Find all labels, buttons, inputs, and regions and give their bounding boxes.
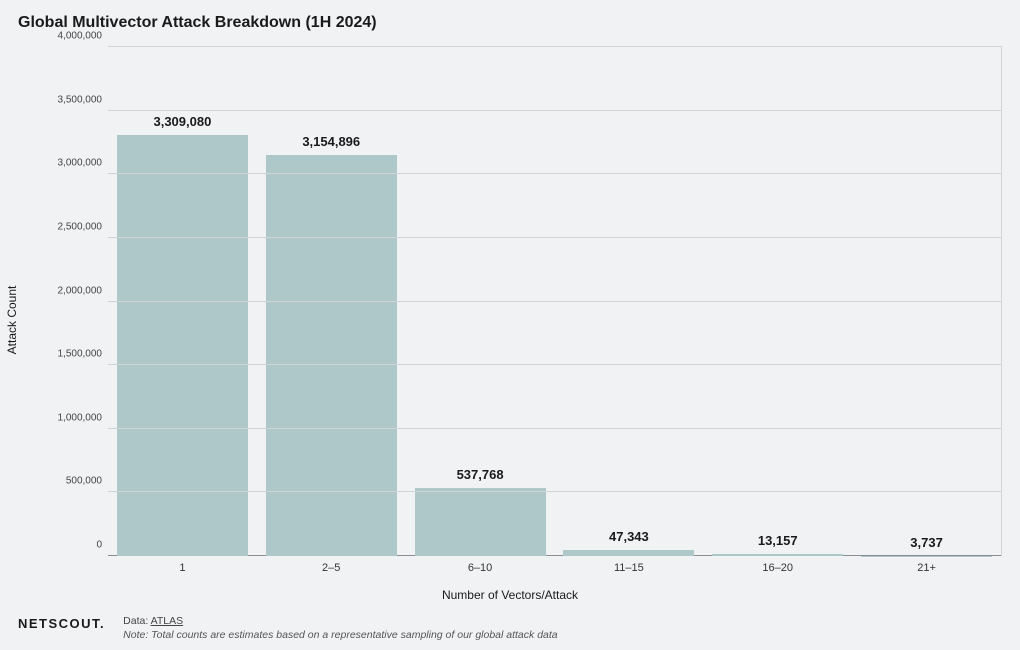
grid-line — [108, 110, 1001, 111]
x-axis-label: Number of Vectors/Attack — [18, 588, 1002, 602]
bar: 3,309,080 — [117, 135, 248, 556]
y-tick-label: 1,500,000 — [58, 349, 103, 360]
bar: 13,157 — [712, 554, 843, 556]
data-source: Data: ATLAS — [123, 614, 557, 628]
x-tick-label: 21+ — [917, 562, 936, 574]
bar-slot: 3,73721+ — [852, 47, 1001, 556]
bar-slot: 13,15716–20 — [703, 47, 852, 556]
grid-line — [108, 491, 1001, 492]
bar-value-label: 537,768 — [457, 467, 504, 482]
bar-value-label: 13,157 — [758, 533, 798, 548]
brand-logo: NETSCOUT. — [18, 614, 105, 631]
bar-value-label: 3,309,080 — [153, 114, 211, 129]
footnote-text: Note: Total counts are estimates based o… — [123, 628, 557, 642]
bar-slot: 3,309,0801 — [108, 47, 257, 556]
bar-value-label: 47,343 — [609, 529, 649, 544]
y-tick-label: 500,000 — [66, 476, 102, 487]
x-tick-label: 16–20 — [762, 562, 793, 574]
x-tick-label: 6–10 — [468, 562, 492, 574]
chart-title: Global Multivector Attack Breakdown (1H … — [18, 14, 1002, 32]
x-tick-label: 11–15 — [614, 562, 644, 574]
chart-area: Attack Count 3,309,08013,154,8962–5537,7… — [18, 40, 1002, 600]
grid-line — [108, 301, 1001, 302]
grid-line — [108, 237, 1001, 238]
y-tick-label: 2,500,000 — [58, 221, 103, 232]
footnotes: Data: ATLAS Note: Total counts are estim… — [123, 614, 557, 642]
y-tick-label: 4,000,000 — [58, 31, 103, 42]
bar: 3,737 — [861, 556, 992, 557]
bar-slot: 537,7686–10 — [406, 47, 555, 556]
bar-value-label: 3,154,896 — [302, 134, 360, 149]
grid-line — [108, 428, 1001, 429]
bar: 47,343 — [563, 550, 694, 556]
bar-slot: 3,154,8962–5 — [257, 47, 406, 556]
x-tick-label: 2–5 — [322, 562, 340, 574]
grid-line — [108, 364, 1001, 365]
y-tick-label: 2,000,000 — [58, 285, 103, 296]
y-tick-label: 3,000,000 — [58, 158, 103, 169]
grid-line — [108, 46, 1001, 47]
x-tick-label: 1 — [179, 562, 185, 574]
chart-container: Global Multivector Attack Breakdown (1H … — [0, 0, 1020, 650]
y-tick-label: 0 — [96, 540, 102, 551]
source-link[interactable]: ATLAS — [151, 615, 183, 627]
y-tick-label: 3,500,000 — [58, 94, 103, 105]
grid-line — [108, 173, 1001, 174]
y-tick-label: 1,000,000 — [58, 412, 103, 423]
source-prefix: Data: — [123, 615, 150, 627]
brand-text: NETSCOUT. — [18, 616, 105, 631]
bar: 537,768 — [415, 488, 546, 556]
plot-area: 3,309,08013,154,8962–5537,7686–1047,3431… — [108, 46, 1002, 556]
y-axis-label: Attack Count — [5, 286, 19, 355]
bar-slot: 47,34311–15 — [554, 47, 703, 556]
bar-value-label: 3,737 — [910, 535, 943, 550]
chart-footer: NETSCOUT. Data: ATLAS Note: Total counts… — [18, 614, 1002, 642]
bars-group: 3,309,08013,154,8962–5537,7686–1047,3431… — [108, 47, 1001, 556]
bar: 3,154,896 — [266, 155, 397, 556]
